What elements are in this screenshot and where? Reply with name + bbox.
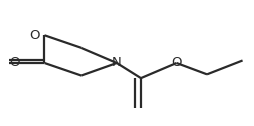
Text: O: O — [171, 56, 181, 69]
Text: O: O — [9, 56, 20, 70]
Text: O: O — [29, 29, 40, 42]
Text: N: N — [112, 56, 122, 69]
